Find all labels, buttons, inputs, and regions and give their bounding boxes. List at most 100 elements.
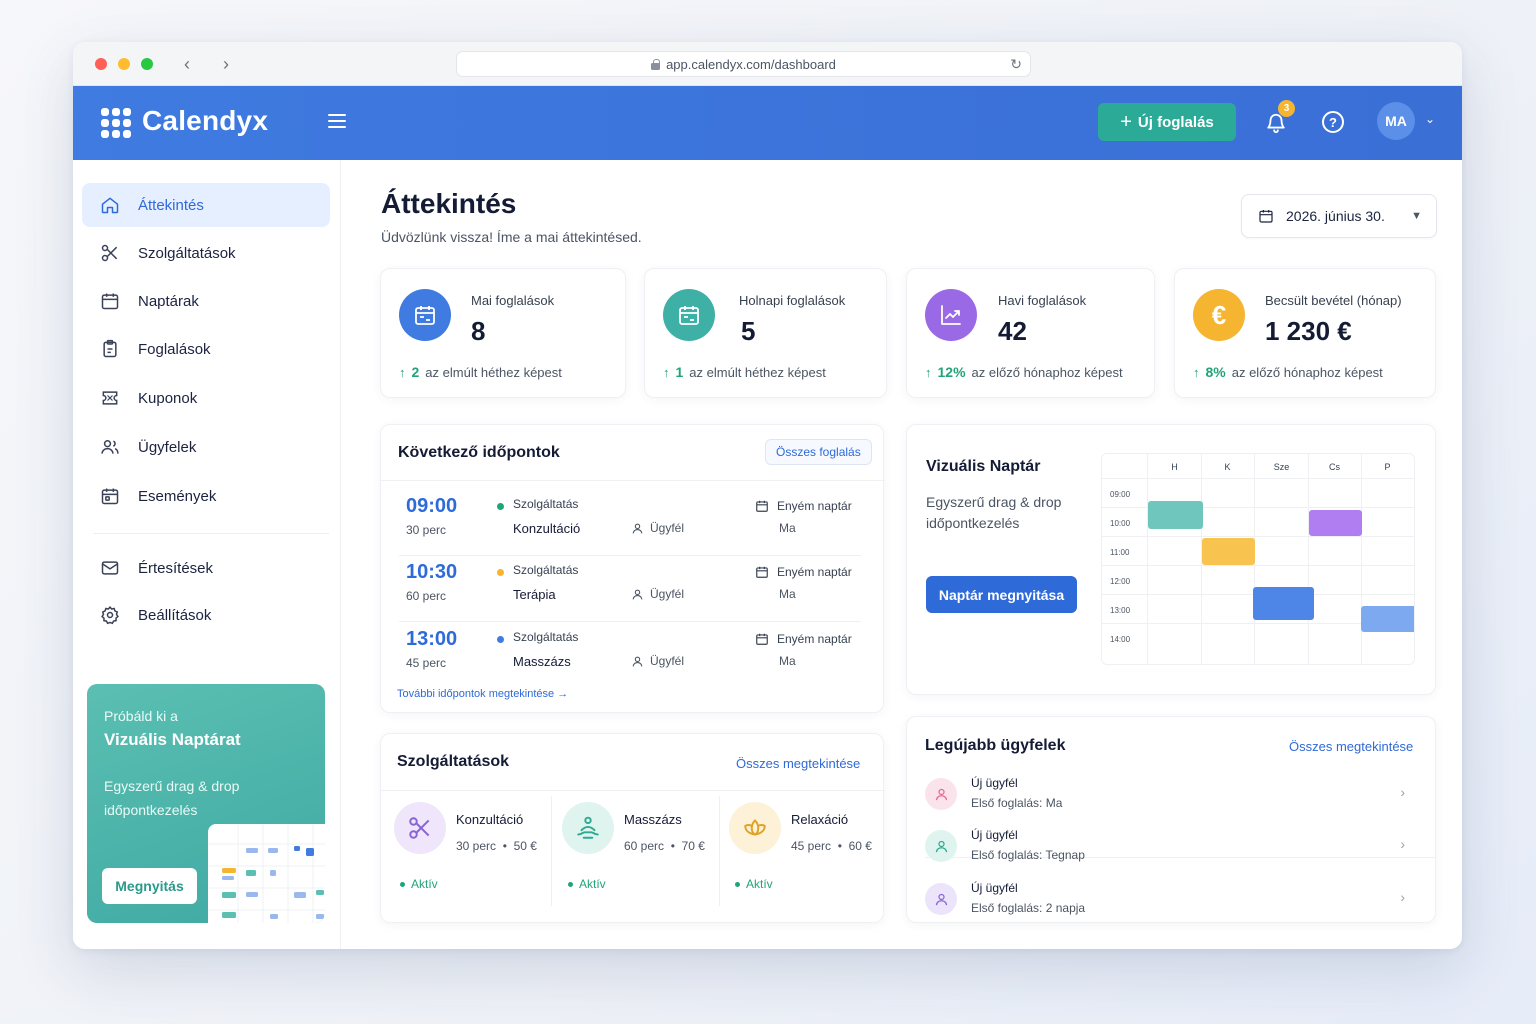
client-first-booking: Első foglalás: Ma (971, 796, 1062, 810)
divider (719, 796, 720, 906)
first-booking-label: Első foglalás: (971, 796, 1043, 810)
sidebar-item-events[interactable]: Események (82, 474, 330, 518)
maximize-window-button[interactable] (141, 58, 153, 70)
sidebar-item-label: Beállítások (138, 606, 212, 624)
minimize-window-button[interactable] (118, 58, 130, 70)
service-item[interactable]: Konzultáció 30 perc • 50 € Aktív (394, 802, 554, 902)
appointment-row[interactable]: 13:00 45 perc Szolgáltatás Masszázs Ügyf… (381, 622, 883, 688)
calendar-event[interactable] (1202, 538, 1255, 565)
all-clients-link[interactable]: Összes megtekintése (1289, 739, 1414, 754)
appointment-row[interactable]: 10:30 60 perc Szolgáltatás Terápia Ügyfé… (381, 555, 883, 621)
reload-icon[interactable]: ↻ (1010, 56, 1022, 72)
user-avatar[interactable]: MA (1377, 102, 1415, 140)
stat-delta: 8% (1205, 364, 1226, 380)
day-header: Cs (1329, 462, 1340, 472)
calendar-event[interactable] (1253, 587, 1314, 620)
sidebar-item-settings[interactable]: Beállítások (82, 593, 330, 637)
grid-line (1201, 454, 1202, 664)
sidebar-item-label: Kuponok (138, 389, 198, 407)
calendar-event[interactable] (1309, 510, 1362, 536)
new-booking-label: Új foglalás (1137, 113, 1214, 131)
help-icon[interactable]: ? (1322, 111, 1344, 133)
user-icon (925, 883, 957, 915)
chart-icon (925, 289, 977, 341)
sidebar-item-calendars[interactable]: Naptárak (82, 279, 330, 323)
day-header: H (1171, 462, 1178, 472)
close-window-button[interactable] (95, 58, 107, 70)
mail-icon (100, 558, 120, 578)
service-item[interactable]: Masszázs 60 perc • 70 € Aktív (562, 802, 722, 902)
first-booking-value: Tegnap (1045, 848, 1085, 862)
service-name: Konzultáció (513, 521, 581, 536)
address-bar[interactable]: app.calendyx.com/dashboard ↻ (456, 51, 1031, 77)
day-header: Sze (1273, 462, 1290, 472)
service-status: Aktív (400, 877, 438, 891)
calendar-info: Enyém naptár (755, 565, 852, 579)
first-booking-label: Első foglalás: (971, 848, 1043, 862)
app-header: Calendyx + Új foglalás 3 ? MA ⌄ (73, 86, 1462, 160)
divider (399, 621, 861, 622)
sidebar-item-overview[interactable]: Áttekintés (82, 183, 330, 227)
client-row[interactable]: Új ügyfél Első foglalás: Tegnap › (907, 824, 1435, 876)
sidebar-item-clients[interactable]: Ügyfelek (82, 425, 330, 469)
time-label: 10:00 (1110, 519, 1131, 528)
stat-comparison: ↑ 1 az elmúlt héthez képest (663, 364, 826, 380)
stat-card-revenue[interactable]: € Becsült bevétel (hónap) 1 230 € ↑ 8% az … (1174, 268, 1436, 398)
first-booking-label: Első foglalás: (971, 901, 1043, 915)
calendar-icon (756, 633, 768, 645)
service-name: Masszázs (513, 654, 571, 669)
client-row[interactable]: Új ügyfél Első foglalás: Ma › (907, 772, 1435, 824)
client-name: Új ügyfél (971, 828, 1018, 842)
calendar-event[interactable] (1148, 501, 1203, 529)
service-name: Konzultáció (456, 812, 524, 827)
appointment-row[interactable]: 09:00 30 perc Szolgáltatás Konzultáció Ü… (381, 489, 883, 555)
appointment-day: Ma (779, 587, 796, 601)
time-label: 12:00 (1110, 577, 1131, 586)
chevron-down-icon[interactable]: ⌄ (1425, 112, 1436, 126)
grid-line (1102, 623, 1414, 624)
service-price: 60 € (848, 839, 872, 853)
sidebar-item-label: Naptárak (138, 292, 199, 310)
sidebar-item-label: Szolgáltatások (138, 244, 236, 262)
appointment-time: 13:00 (406, 628, 458, 650)
promo-kicker: Próbáld ki a (104, 708, 178, 724)
services-card: Szolgáltatások Összes megtekintése Konzu… (380, 733, 885, 923)
bell-icon[interactable] (1265, 111, 1287, 135)
all-bookings-link[interactable]: Összes foglalás (765, 439, 872, 465)
sidebar-item-bookings[interactable]: Foglalások (82, 327, 330, 371)
sidebar-item-coupons[interactable]: Kuponok (82, 376, 330, 420)
status-dot (497, 636, 504, 643)
scissors-icon (394, 802, 446, 854)
more-appointments-link[interactable]: További időpontok megtekintése → (397, 688, 568, 700)
stat-card-tomorrow[interactable]: Holnapi foglalások 5 ↑ 1 az elmúlt héthez … (644, 268, 887, 398)
back-arrow-icon[interactable]: ‹ (184, 53, 190, 74)
menu-toggle-icon[interactable] (328, 114, 346, 128)
calendar-event[interactable] (1361, 606, 1414, 632)
stat-card-today[interactable]: Mai foglalások 8 ↑ 2 az elmúlt héthez képe… (380, 268, 626, 398)
chevron-right-icon: › (1400, 836, 1405, 852)
arrow-up-icon: ↑ (1193, 364, 1200, 380)
date-picker[interactable]: 2026. június 30. ▼ (1241, 194, 1437, 238)
client-row[interactable]: Új ügyfél Első foglalás: 2 napja › (907, 877, 1435, 929)
brand-name[interactable]: Calendyx (142, 105, 269, 136)
url-text: app.calendyx.com/dashboard (666, 56, 836, 72)
mini-calendar-preview: H K Sze Cs P 09:00 10:00 11:00 12:00 13:… (1101, 453, 1415, 665)
all-services-link[interactable]: Összes megtekintése (736, 756, 861, 771)
arrow-up-icon: ↑ (399, 364, 406, 380)
sidebar: Áttekintés Szolgáltatások Naptárak Fogla… (73, 160, 341, 949)
client-info: Ügyfél (631, 521, 684, 535)
stat-card-monthly[interactable]: Havi foglalások 42 ↑ 12% az előző hónaphoz… (906, 268, 1155, 398)
stat-value: 8 (471, 316, 486, 346)
sidebar-item-notifications[interactable]: Értesítések (82, 546, 330, 590)
notification-badge: 3 (1278, 100, 1295, 117)
open-calendar-button[interactable]: Naptár megnyitása (926, 576, 1077, 613)
new-booking-button[interactable]: + Új foglalás (1098, 103, 1236, 141)
sidebar-item-services[interactable]: Szolgáltatások (82, 231, 330, 275)
time-label: 09:00 (1110, 490, 1131, 499)
promo-open-button[interactable]: Megnyitás (102, 868, 197, 904)
calendar-info: Enyém naptár (755, 499, 852, 513)
forward-arrow-icon[interactable]: › (223, 53, 229, 74)
stat-comparison: ↑ 12% az előző hónaphoz képest (925, 364, 1123, 380)
stat-delta: 2 (411, 364, 420, 380)
service-item[interactable]: Relaxáció 45 perc • 60 € Aktív (729, 802, 889, 902)
